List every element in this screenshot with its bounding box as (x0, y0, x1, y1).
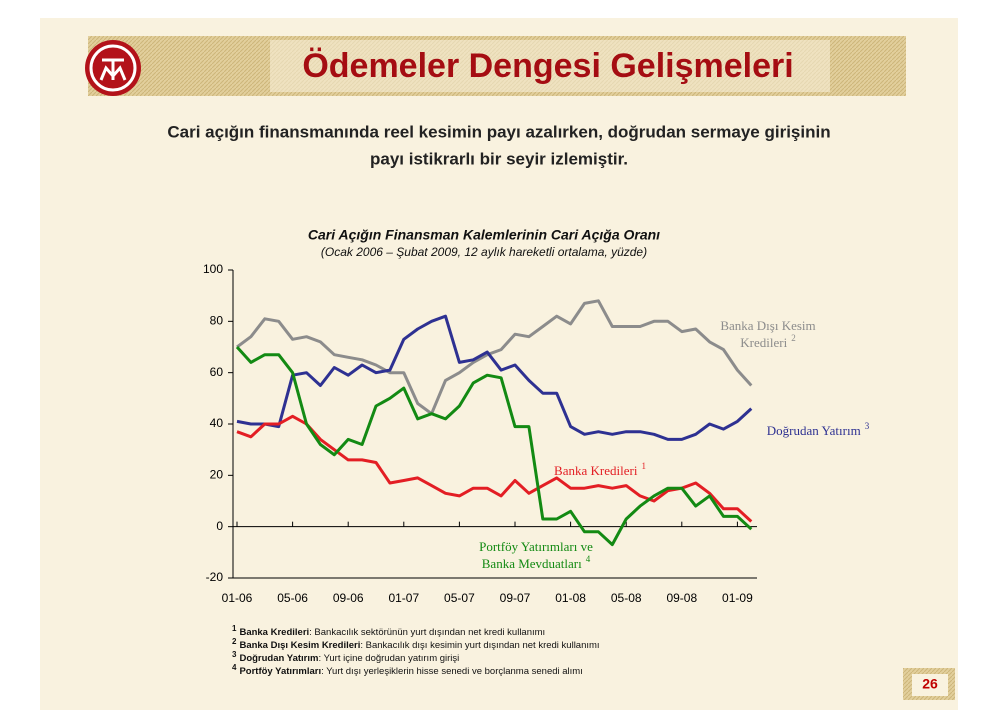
title-backdrop (270, 40, 830, 92)
slide-title: Ödemeler Dengesi Gelişmeleri (302, 47, 793, 85)
series-label: Banka Mevduatları 4 (482, 554, 591, 571)
series-label: Doğrudan Yatırım 3 (767, 421, 870, 438)
footnote-text: : Yurt dışı yerleşiklerin hisse senedi v… (321, 666, 583, 677)
footnote-term: Portföy Yatırımları (239, 666, 321, 677)
series-label-note: 1 (641, 461, 646, 471)
footnote-number: 1 (232, 624, 237, 633)
footnote-number: 2 (232, 637, 237, 646)
footnote-number: 4 (232, 663, 237, 672)
slide-subtitle: Cari açığın finansmanında reel kesimin p… (167, 122, 830, 141)
logo (85, 40, 141, 96)
series-line (235, 345, 753, 547)
series-label-note: 3 (865, 421, 870, 431)
y-tick-label: -20 (206, 570, 224, 584)
y-tick-label: 100 (203, 262, 223, 276)
x-tick-label: 01-08 (555, 591, 586, 605)
y-tick-label: 60 (210, 365, 224, 379)
y-tick-label: 40 (210, 416, 224, 430)
series-label-text: Portföy Yatırımları ve (479, 539, 593, 554)
footnote-term: Doğrudan Yatırım (239, 653, 318, 664)
series-label: Kredileri 2 (740, 333, 795, 350)
slide-background (40, 18, 958, 710)
series-label: Banka Kredileri 1 (554, 461, 646, 478)
series-line (236, 314, 753, 441)
series-label-text: Banka Dışı Kesim (720, 318, 815, 333)
x-tick-label: 09-08 (666, 591, 697, 605)
footnote-number: 3 (232, 650, 237, 659)
chart-subtitle: (Ocak 2006 – Şubat 2009, 12 aylık hareke… (321, 245, 647, 259)
page-number-inner (912, 674, 948, 696)
series-label-note: 4 (586, 554, 591, 564)
y-tick-label: 0 (216, 519, 223, 533)
footnote-text: : Bankacılık sektörünün yurt dışından ne… (309, 627, 545, 638)
x-tick-label: 05-06 (277, 591, 308, 605)
x-tick-label: 01-07 (388, 591, 419, 605)
series-label-text: Banka Kredileri (554, 463, 638, 478)
footnote: 1 Banka Kredileri: Bankacılık sektörünün … (232, 624, 545, 637)
x-tick-label: 09-06 (333, 591, 364, 605)
series-label-text: Banka Mevduatları (482, 556, 582, 571)
x-tick-label: 05-07 (444, 591, 475, 605)
footnote-term: Banka Kredileri (239, 627, 309, 638)
series-label-text: Kredileri (740, 335, 787, 350)
chart-title: Cari Açığın Finansman Kalemlerinin Cari … (308, 227, 660, 243)
slide-subtitle: payı istikrarlı bir seyir izlemiştir. (370, 149, 628, 168)
series-label-text: Doğrudan Yatırım (767, 423, 861, 438)
y-tick-label: 20 (210, 468, 224, 482)
footnote: 4 Portföy Yatırımları: Yurt dışı yerleşik… (232, 663, 583, 676)
series-label: Banka Dışı Kesim (720, 318, 815, 333)
series-line (236, 414, 753, 523)
page-number: 26 (922, 676, 938, 692)
x-tick-label: 09-07 (500, 591, 531, 605)
footnote: 2 Banka Dışı Kesim Kredileri: Bankacılık … (232, 637, 600, 650)
footnote-text: : Yurt içine doğrudan yatırım girişi (318, 653, 459, 664)
series-label: Portföy Yatırımları ve (479, 539, 593, 554)
x-tick-label: 01-09 (722, 591, 753, 605)
footnote: 3 Doğrudan Yatırım: Yurt içine doğrudan y… (232, 650, 459, 663)
x-tick-label: 05-08 (611, 591, 642, 605)
x-tick-label: 01-06 (222, 591, 253, 605)
footnote-term: Banka Dışı Kesim Kredileri (239, 640, 360, 651)
y-tick-label: 80 (210, 314, 224, 328)
series-line (236, 299, 753, 416)
footnote-text: : Bankacılık dışı kesimin yurt dışından … (360, 640, 599, 651)
series-label-note: 2 (791, 333, 796, 343)
